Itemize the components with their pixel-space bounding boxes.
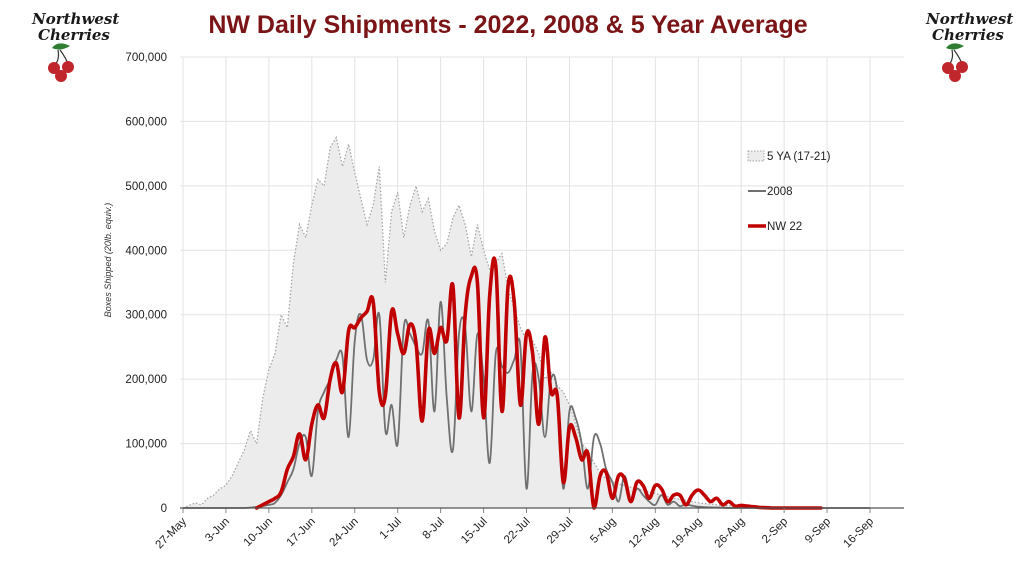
cherry-icon xyxy=(942,43,968,82)
x-tick-label: 29-Jul xyxy=(545,516,576,547)
y-axis-label: Boxes Shipped (20lb. equiv.) xyxy=(103,203,113,317)
y-tick-label: 100,000 xyxy=(125,439,167,451)
series-nw22-line xyxy=(254,256,823,510)
legend-label: NW 22 xyxy=(767,221,802,233)
x-tick-label: 22-Jul xyxy=(502,516,533,547)
y-tick-label: 600,000 xyxy=(125,116,167,128)
x-tick-label: 24-Jun xyxy=(328,516,361,549)
logo-text-line1: Northwest xyxy=(925,10,1013,28)
y-tick-label: 500,000 xyxy=(125,181,167,193)
x-tick-label: 9-Sep xyxy=(803,516,833,546)
legend-label: 5 YA (17-21) xyxy=(767,151,831,163)
x-tick-label: 27-May xyxy=(154,515,190,551)
logo-text-line2: Cherries xyxy=(38,26,110,44)
y-tick-label: 0 xyxy=(161,503,167,515)
northwest-cherries-logo-right: Northwest Cherries xyxy=(925,10,1013,82)
logo-text-line1: Northwest xyxy=(31,10,119,28)
x-tick-label: 12-Aug xyxy=(627,516,662,551)
x-tick-label: 2-Sep xyxy=(760,516,790,546)
legend: 5 YA (17-21) 2008 NW 22 xyxy=(747,150,831,233)
x-tick-label: 16-Sep xyxy=(841,516,876,551)
x-tick-label: 5-Aug xyxy=(588,516,618,546)
y-tick-label: 700,000 xyxy=(125,52,167,64)
y-tick-label: 400,000 xyxy=(125,245,167,257)
line-series-layer xyxy=(183,256,870,510)
chart-title: NW Daily Shipments - 2022, 2008 & 5 Year… xyxy=(208,11,807,39)
x-tick-label: 17-Jun xyxy=(285,516,318,549)
x-tick-label: 26-Aug xyxy=(713,516,748,551)
series-5ya-outline xyxy=(182,135,870,509)
x-tick-label: 10-Jun xyxy=(242,516,275,549)
y-tick-label: 300,000 xyxy=(125,310,167,322)
y-tick-label: 200,000 xyxy=(125,374,167,386)
x-tick-label: 8-Jul xyxy=(421,516,447,542)
northwest-cherries-logo-left: Northwest Cherries xyxy=(31,10,119,82)
legend-label: 2008 xyxy=(767,186,793,198)
x-tick-label: 15-Jul xyxy=(459,516,490,547)
x-tick-label: 1-Jul xyxy=(378,516,404,542)
x-tick-label: 3-Jun xyxy=(203,516,232,545)
x-tick-label: 19-Aug xyxy=(670,516,705,551)
area-series-layer xyxy=(182,135,870,509)
cherry-icon xyxy=(48,43,74,82)
logo-text-line2: Cherries xyxy=(932,26,1004,44)
legend-swatch-5ya xyxy=(747,150,765,162)
series-5ya-area xyxy=(183,137,870,508)
